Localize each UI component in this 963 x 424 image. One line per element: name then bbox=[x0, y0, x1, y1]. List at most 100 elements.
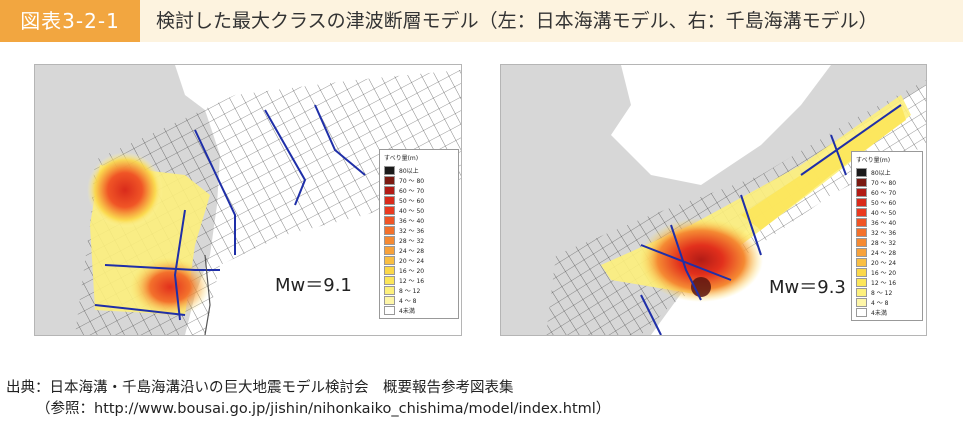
legend-swatch bbox=[856, 247, 867, 257]
legend-label: 70 ～ 80 bbox=[399, 177, 425, 185]
legend-label: 50 ～ 60 bbox=[399, 197, 425, 205]
japan-trench-map bbox=[35, 65, 461, 335]
legend-entry: 4未満 bbox=[384, 305, 454, 315]
legend-entry: 24 ～ 28 bbox=[856, 247, 918, 257]
figure-title: 検討した最大クラスの津波断層モデル（左：日本海溝モデル、右：千島海溝モデル） bbox=[156, 10, 878, 32]
legend-entry: 80以上 bbox=[384, 165, 454, 175]
legend-entry: 16 ～ 20 bbox=[384, 265, 454, 275]
legend-label: 12 ～ 16 bbox=[871, 279, 897, 287]
legend-label: 60 ～ 70 bbox=[399, 187, 425, 195]
figure-header: 図表3-2-1 検討した最大クラスの津波断層モデル（左：日本海溝モデル、右：千島… bbox=[0, 0, 963, 42]
legend-label: 40 ～ 50 bbox=[871, 209, 897, 217]
legend-swatch bbox=[856, 307, 867, 317]
legend-label: 32 ～ 36 bbox=[871, 229, 897, 237]
slip-hotspot-north bbox=[87, 152, 163, 228]
legend-entry: 12 ～ 16 bbox=[856, 277, 918, 287]
magnitude-label: Mw＝9.3 bbox=[769, 277, 846, 298]
legend-swatch bbox=[384, 225, 395, 235]
legend-label: 28 ～ 32 bbox=[399, 237, 425, 245]
legend-entry: 80以上 bbox=[856, 167, 918, 177]
legend-swatch bbox=[856, 277, 867, 287]
legend-label: 36 ～ 40 bbox=[399, 217, 425, 225]
legend-swatch bbox=[856, 267, 867, 277]
legend-entry: 40 ～ 50 bbox=[384, 205, 454, 215]
japan-trench-model-panel: Mw＝9.1 すべり量(m) 80以上 70 ～ 80 60 ～ 70 50 ～ 60… bbox=[34, 64, 462, 336]
legend-entry: 50 ～ 60 bbox=[856, 197, 918, 207]
legend-entry: 12 ～ 16 bbox=[384, 275, 454, 285]
legend-label: 80以上 bbox=[399, 167, 419, 175]
legend-label: 4 ～ 8 bbox=[399, 297, 417, 305]
legend-swatch bbox=[384, 165, 395, 175]
legend-entry: 36 ～ 40 bbox=[856, 217, 918, 227]
legend-swatch bbox=[856, 257, 867, 267]
legend-entry: 4 ～ 8 bbox=[856, 297, 918, 307]
legend-swatch bbox=[856, 207, 867, 217]
source-line: 出典：日本海溝・千島海溝沿いの巨大地震モデル検討会 概要報告参考図表集 bbox=[6, 380, 514, 396]
legend-swatch bbox=[384, 175, 395, 185]
legend-entry: 4 ～ 8 bbox=[384, 295, 454, 305]
legend-swatch bbox=[856, 237, 867, 247]
legend-entry: 24 ～ 28 bbox=[384, 245, 454, 255]
source-citation: 出典：日本海溝・千島海溝沿いの巨大地震モデル検討会 概要報告参考図表集 （参照：… bbox=[6, 378, 610, 420]
legend-entry: 60 ～ 70 bbox=[856, 187, 918, 197]
slip-legend: すべり量(m) 80以上 70 ～ 80 60 ～ 70 50 ～ 60 40 ～ 50… bbox=[851, 151, 923, 321]
legend-label: 70 ～ 80 bbox=[871, 179, 897, 187]
legend-entry: 28 ～ 32 bbox=[384, 235, 454, 245]
legend-entry: 50 ～ 60 bbox=[384, 195, 454, 205]
slip-hotspot-south bbox=[130, 257, 210, 317]
legend-swatch bbox=[856, 187, 867, 197]
legend-entry: 32 ～ 36 bbox=[384, 225, 454, 235]
legend-label: 16 ～ 20 bbox=[871, 269, 897, 277]
legend-label: 50 ～ 60 bbox=[871, 199, 897, 207]
legend-entry: 4未満 bbox=[856, 307, 918, 317]
legend-swatch bbox=[384, 255, 395, 265]
legend-label: 20 ～ 24 bbox=[399, 257, 425, 265]
legend-label: 16 ～ 20 bbox=[399, 267, 425, 275]
legend-entry: 32 ～ 36 bbox=[856, 227, 918, 237]
legend-swatch bbox=[384, 245, 395, 255]
legend-entry: 20 ～ 24 bbox=[856, 257, 918, 267]
fault-segment-lines bbox=[94, 104, 366, 321]
legend-entry: 8 ～ 12 bbox=[384, 285, 454, 295]
legend-title: すべり量(m) bbox=[856, 157, 891, 164]
legend-label: 32 ～ 36 bbox=[399, 227, 425, 235]
legend-label: 60 ～ 70 bbox=[871, 189, 897, 197]
legend-swatch bbox=[856, 197, 867, 207]
legend-label: 20 ～ 24 bbox=[871, 259, 897, 267]
legend-label: 8 ～ 12 bbox=[399, 287, 421, 295]
legend-entry: 60 ～ 70 bbox=[384, 185, 454, 195]
legend-swatch bbox=[856, 217, 867, 227]
legend-swatch bbox=[384, 205, 395, 215]
legend-entry: 70 ～ 80 bbox=[384, 175, 454, 185]
legend-swatch bbox=[384, 285, 395, 295]
legend-label: 24 ～ 28 bbox=[399, 247, 425, 255]
legend-label: 4未満 bbox=[399, 307, 415, 315]
legend-swatch bbox=[384, 215, 395, 225]
legend-swatch bbox=[384, 185, 395, 195]
figure-label: 図表3-2-1 bbox=[0, 0, 140, 42]
legend-label: 4未満 bbox=[871, 309, 887, 317]
legend-label: 8 ～ 12 bbox=[871, 289, 893, 297]
legend-swatch bbox=[856, 177, 867, 187]
legend-label: 80以上 bbox=[871, 169, 891, 177]
legend-swatch bbox=[384, 295, 395, 305]
slip-hotspot bbox=[639, 218, 763, 302]
legend-entry: 8 ～ 12 bbox=[856, 287, 918, 297]
legend-label: 36 ～ 40 bbox=[871, 219, 897, 227]
legend-label: 28 ～ 32 bbox=[871, 239, 897, 247]
slip-legend: すべり量(m) 80以上 70 ～ 80 60 ～ 70 50 ～ 60 40 ～ 50… bbox=[379, 149, 459, 319]
legend-entry: 36 ～ 40 bbox=[384, 215, 454, 225]
legend-entry: 28 ～ 32 bbox=[856, 237, 918, 247]
legend-swatch bbox=[856, 167, 867, 177]
legend-swatch bbox=[384, 275, 395, 285]
kuril-trench-map bbox=[501, 65, 926, 335]
legend-entry: 70 ～ 80 bbox=[856, 177, 918, 187]
legend-swatch bbox=[384, 235, 395, 245]
legend-label: 12 ～ 16 bbox=[399, 277, 425, 285]
source-reference-line: （参照：http://www.bousai.go.jp/jishin/nihon… bbox=[36, 401, 611, 417]
legend-entry: 20 ～ 24 bbox=[384, 255, 454, 265]
fault-segment-lines bbox=[640, 104, 902, 335]
magnitude-label: Mw＝9.1 bbox=[275, 275, 352, 296]
legend-label: 40 ～ 50 bbox=[399, 207, 425, 215]
legend-swatch bbox=[856, 287, 867, 297]
